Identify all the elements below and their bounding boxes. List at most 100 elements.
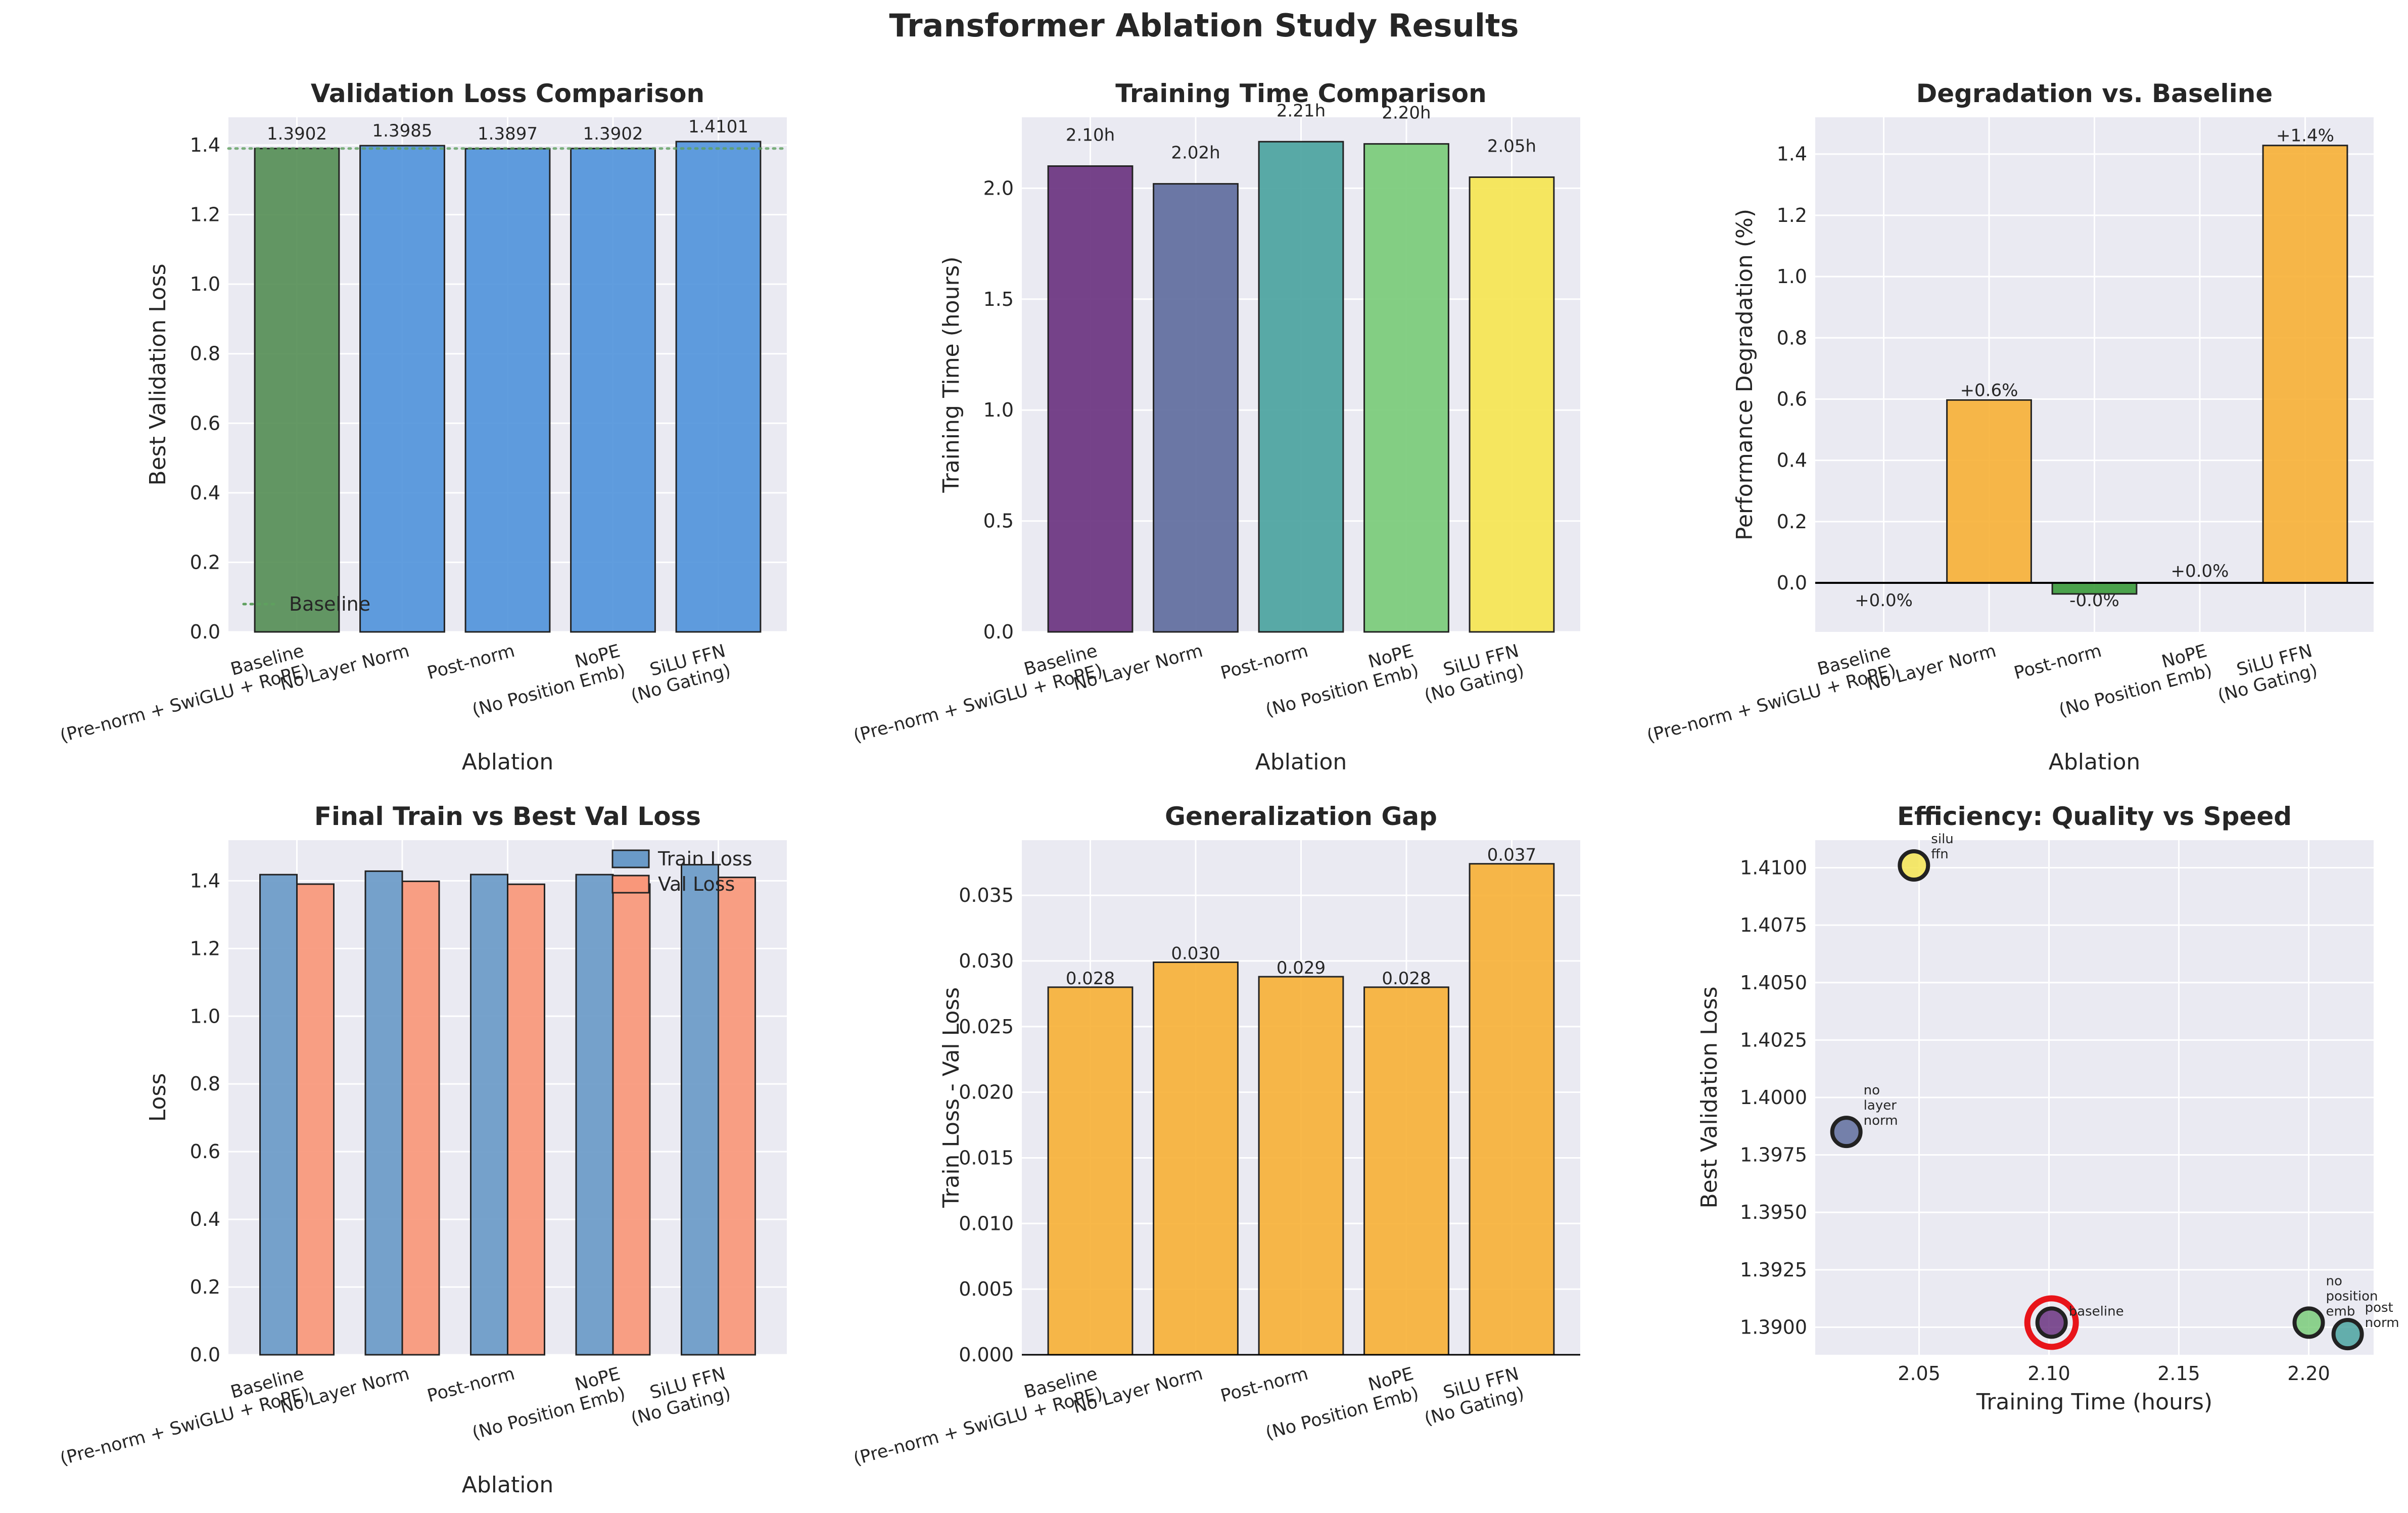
bar-value-label: +0.0% xyxy=(2171,561,2229,581)
y-axis-label: Best Validation Loss xyxy=(1696,986,1722,1208)
bar-train xyxy=(364,870,403,1356)
x-tick-label: Post-norm xyxy=(425,641,517,684)
x-tick-label: Baseline(Pre-norm + SwiGLU + RoPE) xyxy=(58,1364,312,1470)
y-tick-label: 0.4 xyxy=(190,1208,220,1230)
x-tick-label-line: (No Position Emb) xyxy=(1263,1383,1421,1443)
efficiency-scatter-chart: Efficiency: Quality vs Speed Training Tim… xyxy=(1696,802,2399,1415)
y-tick-label: 0.2 xyxy=(190,551,220,573)
y-tick-label: 0.6 xyxy=(1777,388,1807,410)
chart-title: Efficiency: Quality vs Speed xyxy=(1897,802,2292,831)
y-tick-label: 1.4 xyxy=(190,869,220,892)
y-tick-label: 0.2 xyxy=(1777,511,1807,533)
scatter-point xyxy=(2292,1306,2325,1339)
point-label: silu xyxy=(1931,832,1953,847)
bar xyxy=(1363,986,1449,1356)
bar xyxy=(2262,145,2348,584)
y-tick-label: 1.4050 xyxy=(1740,972,1807,994)
y-tick-label: 1.4025 xyxy=(1740,1029,1807,1051)
x-tick-label: SiLU FFN(No Gating) xyxy=(629,1364,733,1430)
y-tick-label: 0.0 xyxy=(983,621,1014,643)
x-tick-label: Post-norm xyxy=(1218,641,1310,684)
x-tick-label-line: Post-norm xyxy=(1218,641,1310,684)
y-tick-label: 0.0 xyxy=(190,1344,220,1366)
bar xyxy=(1469,863,1555,1356)
bar-value-label: 2.21h xyxy=(1277,101,1326,121)
bar-value-label: 2.02h xyxy=(1171,143,1220,163)
y-tick-label: 0.5 xyxy=(983,510,1014,532)
scatter-point xyxy=(1830,1116,1863,1149)
y-tick-label: 0.4 xyxy=(1777,449,1807,472)
bar-value-label: +0.6% xyxy=(1960,380,2018,400)
bar-value-label: 0.030 xyxy=(1171,944,1220,964)
bar-value-label: 1.3985 xyxy=(372,121,433,141)
point-label: emb xyxy=(2326,1304,2355,1319)
point-label: ffn xyxy=(1931,847,1948,862)
bar xyxy=(675,141,762,633)
point-label: baseline xyxy=(2069,1304,2124,1319)
x-tick-label-line: (Pre-norm + SwiGLU + RoPE) xyxy=(852,1383,1105,1469)
bar-value-label: 1.4101 xyxy=(688,117,748,137)
legend-swatch xyxy=(611,875,650,894)
y-tick-label: 0.8 xyxy=(1777,327,1807,349)
y-tick-label: 1.0 xyxy=(190,1005,220,1027)
y-tick-label: 1.4075 xyxy=(1740,914,1807,936)
y-tick-label: 0.0 xyxy=(1777,572,1807,594)
bar xyxy=(359,145,445,633)
y-tick-label: 1.4 xyxy=(1777,143,1807,165)
bar-value-label: +1.4% xyxy=(2276,126,2334,146)
y-tick-label: 0.020 xyxy=(959,1081,1014,1104)
x-tick-label: Baseline(Pre-norm + SwiGLU + RoPE) xyxy=(852,1364,1105,1470)
x-tick-label-line: (No Position Emb) xyxy=(470,1383,628,1443)
x-tick-label-line: Post-norm xyxy=(2012,641,2104,684)
y-axis-label: Loss xyxy=(145,1073,171,1122)
y-tick-label: 1.0 xyxy=(190,273,220,295)
y-tick-label: 0.0 xyxy=(190,621,220,643)
x-tick-label: SiLU FFN(No Gating) xyxy=(1422,641,1526,707)
bar-value-label: 2.10h xyxy=(1066,125,1115,146)
chart-title: Validation Loss Comparison xyxy=(311,79,704,108)
bar-value-label: 2.20h xyxy=(1382,103,1431,123)
x-tick-label-line: (Pre-norm + SwiGLU + RoPE) xyxy=(1645,660,1899,746)
bar-value-label: 0.028 xyxy=(1382,969,1431,989)
bar-value-label: 0.029 xyxy=(1277,958,1326,978)
bar xyxy=(1946,399,2032,584)
y-tick-label: 1.4 xyxy=(190,134,220,156)
y-tick-label: 1.3950 xyxy=(1740,1201,1807,1223)
bar xyxy=(1258,976,1344,1356)
bar-val xyxy=(612,883,651,1356)
x-tick-label: Post-norm xyxy=(425,1364,517,1407)
bar xyxy=(1047,986,1134,1356)
bar xyxy=(1363,143,1449,633)
x-tick-label: 2.15 xyxy=(2157,1362,2200,1385)
x-tick-label: Baseline(Pre-norm + SwiGLU + RoPE) xyxy=(1645,641,1899,747)
y-tick-label: 0.8 xyxy=(190,343,220,365)
scatter-point xyxy=(1898,849,1930,882)
y-tick-label: 0.025 xyxy=(959,1016,1014,1038)
scatter-point xyxy=(2331,1318,2364,1351)
x-tick-label: Post-norm xyxy=(1218,1364,1310,1407)
bar-val xyxy=(507,883,545,1356)
point-label: norm xyxy=(2365,1315,2399,1331)
x-tick-label: 2.10 xyxy=(2027,1362,2070,1385)
y-tick-label: 1.3925 xyxy=(1740,1259,1807,1281)
x-tick-label: Post-norm xyxy=(2012,641,2104,684)
y-axis-label: Performance Degradation (%) xyxy=(1732,209,1758,540)
x-tick-label: Baseline(Pre-norm + SwiGLU + RoPE) xyxy=(58,641,312,747)
x-axis-label: Ablation xyxy=(462,1472,554,1498)
x-axis-label: Ablation xyxy=(1255,749,1347,775)
y-tick-label: 1.5 xyxy=(983,288,1014,310)
x-tick-label-line: (No Position Emb) xyxy=(1263,660,1421,720)
bar-train xyxy=(259,874,298,1356)
bar-train xyxy=(575,874,614,1356)
bar xyxy=(1047,165,1134,633)
y-tick-label: 0.030 xyxy=(959,950,1014,972)
baseline-highlight-ring xyxy=(2024,1295,2079,1350)
y-tick-label: 2.0 xyxy=(983,177,1014,199)
y-tick-label: 0.4 xyxy=(190,482,220,504)
x-axis-label: Ablation xyxy=(2049,749,2141,775)
y-axis-label: Train Loss - Val Loss xyxy=(938,987,964,1208)
bar-train xyxy=(470,874,508,1356)
bar-value-label: 1.3902 xyxy=(267,124,327,144)
y-tick-label: 0.015 xyxy=(959,1147,1014,1169)
y-tick-label: 0.6 xyxy=(190,412,220,434)
